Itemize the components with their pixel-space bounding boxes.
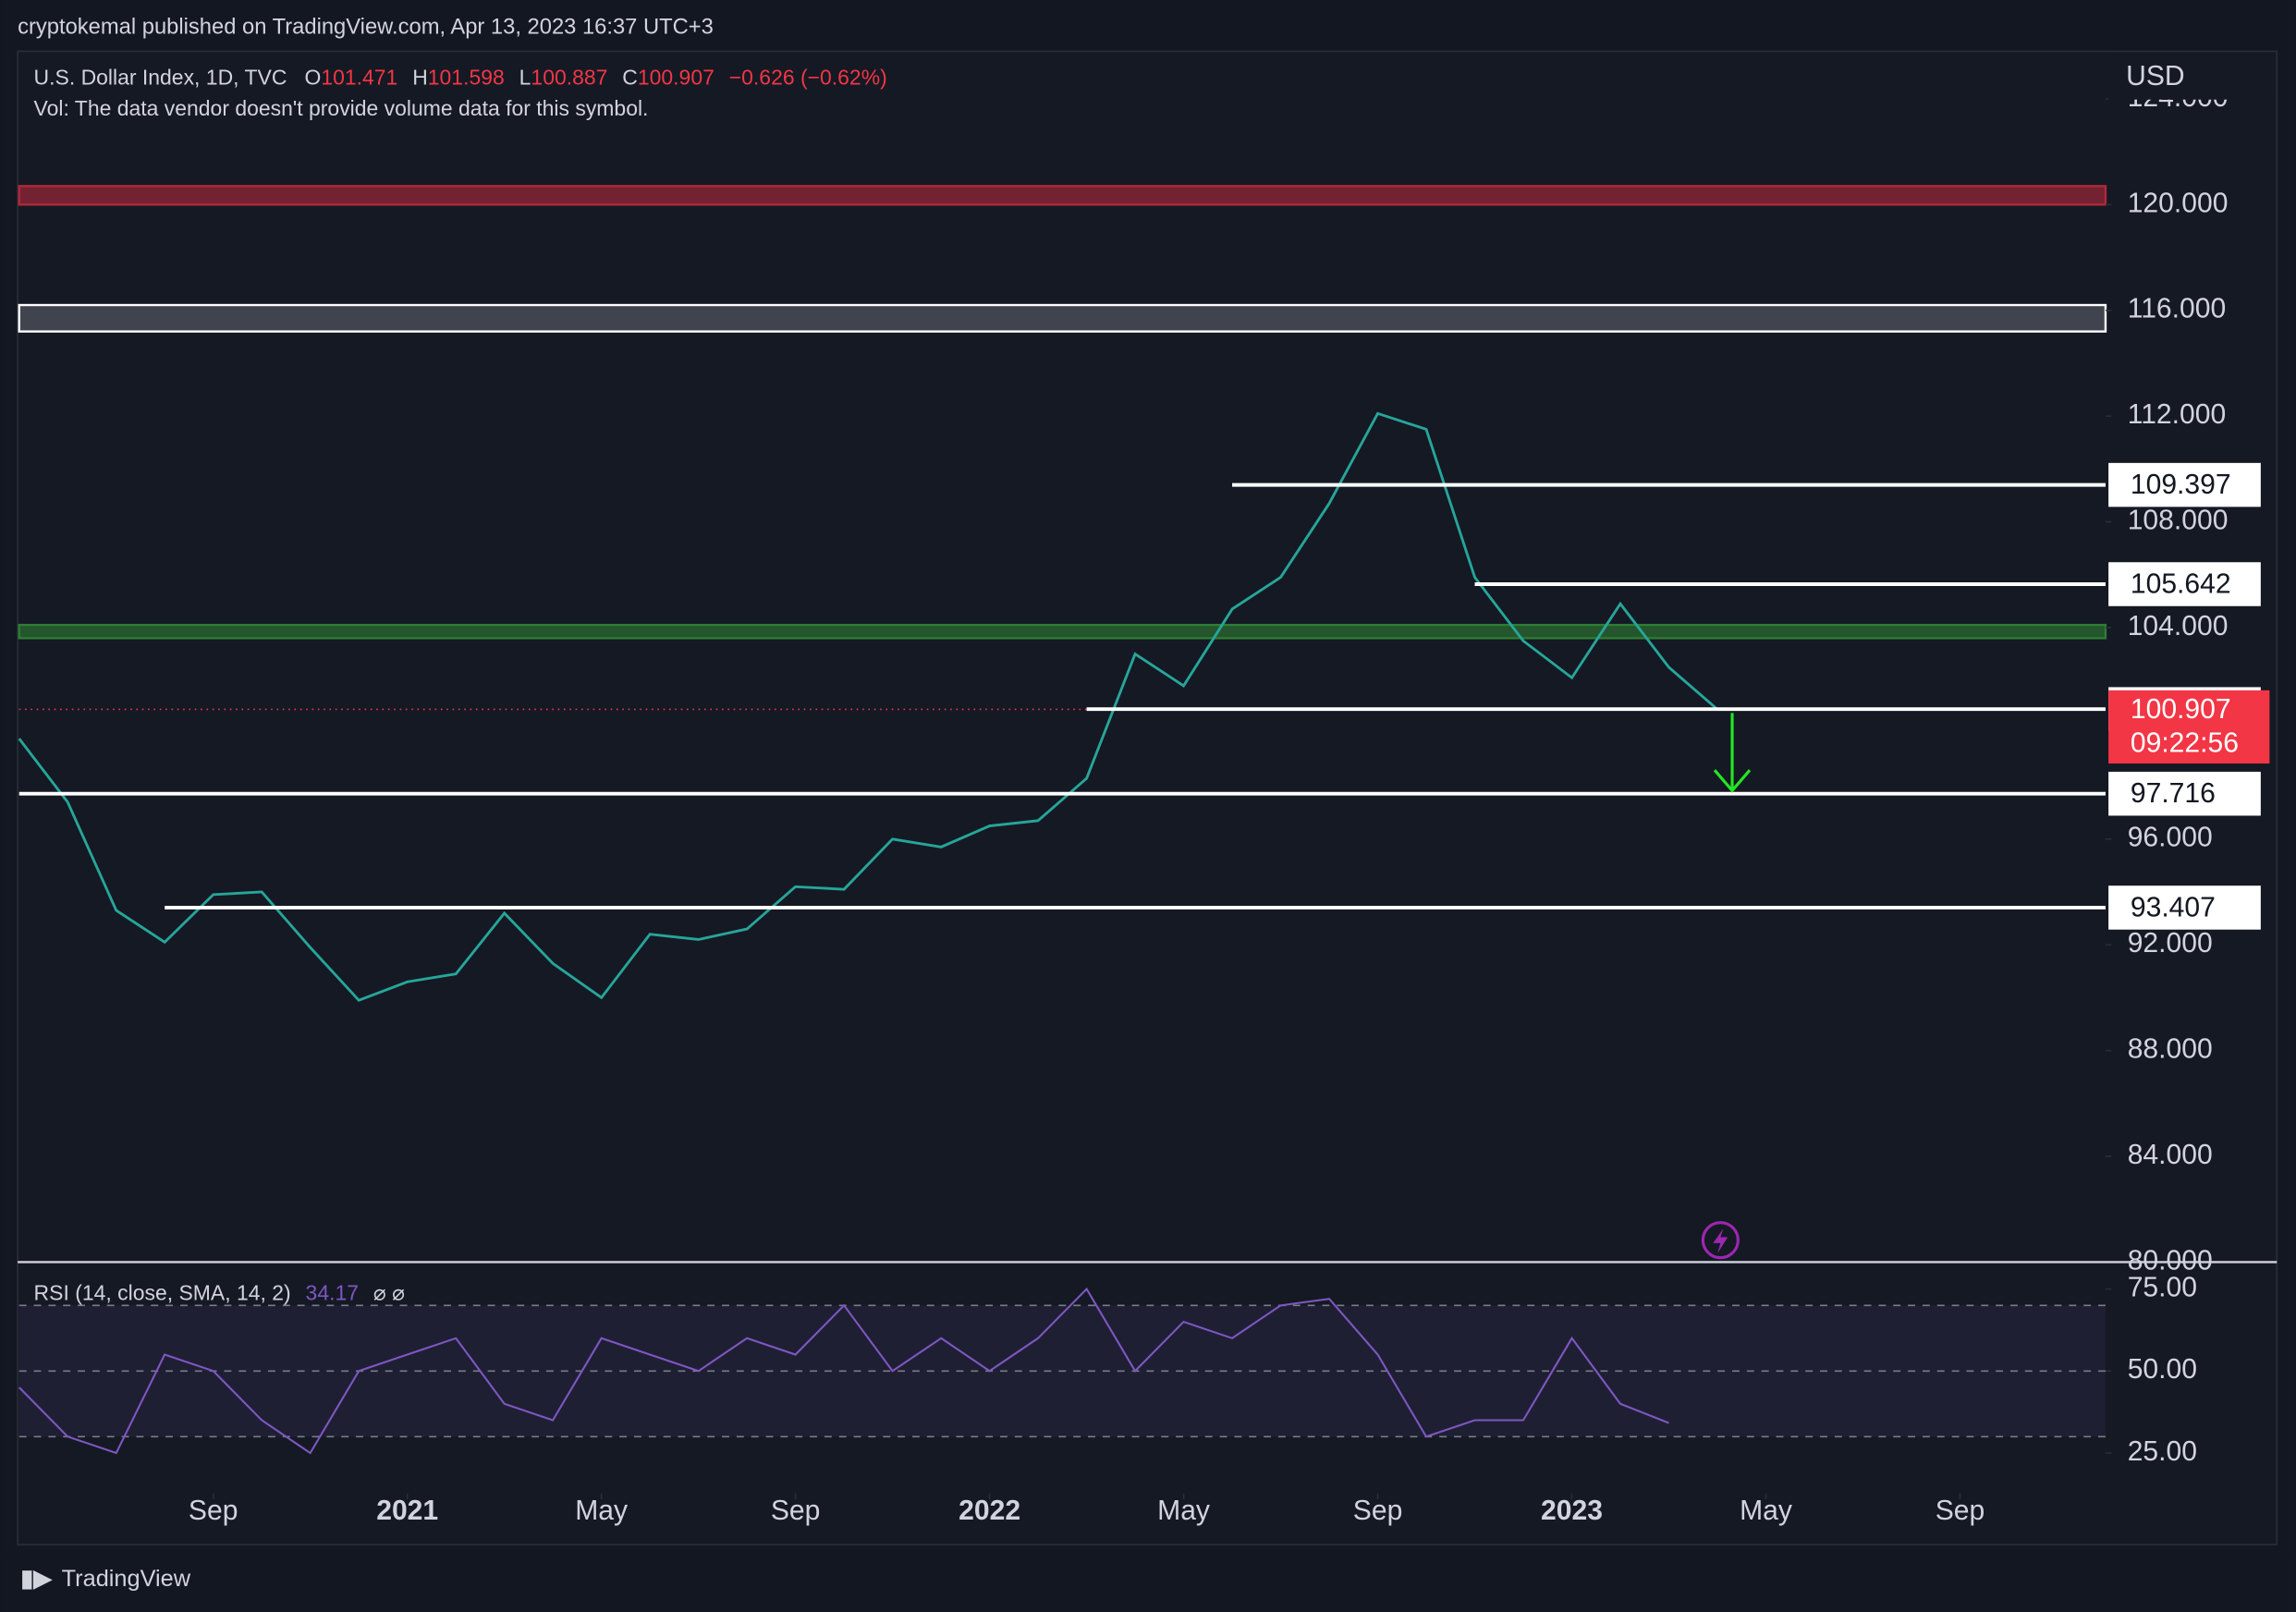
y-tick-label: 120.000 [2128, 188, 2229, 218]
close-label: C [622, 66, 638, 90]
open: 101.471 [321, 66, 397, 90]
zone [18, 623, 2107, 640]
icon-ring [1701, 1221, 1740, 1260]
y-tick-label: 92.000 [2128, 928, 2213, 959]
level-box [2108, 462, 2261, 507]
level-box [2108, 885, 2261, 930]
icon-bolt [1713, 1227, 1728, 1253]
low: 100.887 [531, 66, 607, 90]
unit-label: USD [2126, 61, 2185, 92]
low-label: L [519, 66, 531, 90]
level-box [2108, 771, 2261, 816]
level-label: 109.397 [2131, 470, 2231, 500]
symbol: U.S. Dollar Index, 1D, TVC [34, 66, 287, 90]
y-tick-label: 108.000 [2128, 506, 2229, 536]
y-tick-label: 112.000 [2128, 399, 2227, 430]
rsi-tick-label: 50.00 [2128, 1354, 2197, 1385]
tv-logo: ▮▶ [20, 1566, 53, 1592]
level-label: 93.407 [2131, 892, 2216, 922]
x-tick-label: Sep [189, 1496, 238, 1526]
x-tick-label: Sep [1353, 1496, 1403, 1526]
footer-brand: TradingView [62, 1566, 191, 1592]
unit-backdrop [2108, 55, 2276, 100]
x-tick-label: Sep [1936, 1496, 1985, 1526]
rsi-last: 34.17 [306, 1280, 359, 1304]
price-legend: U.S. Dollar Index, 1D, TVC O101.471 H101… [34, 66, 887, 90]
open-label: O [304, 66, 321, 90]
x-tick-label: 2022 [959, 1496, 1020, 1526]
price-lines [18, 411, 2106, 1455]
target-arrow [1713, 713, 1752, 793]
last-price-box [2108, 690, 2270, 764]
zone [18, 303, 2107, 333]
y-tick-label: 104.000 [2128, 611, 2229, 641]
change: −0.626 (−0.62%) [729, 66, 887, 90]
rsi-tick-label: 25.00 [2128, 1436, 2197, 1467]
x-tick-label: 2023 [1541, 1496, 1603, 1526]
y-tick-label: 80.000 [2128, 1245, 2213, 1276]
chart-frame [17, 50, 2278, 1545]
footer-bar [0, 1552, 2296, 1612]
x-tick-label: Sep [771, 1496, 821, 1526]
last-price-label: 100.907 [2131, 694, 2231, 725]
publisher-line: cryptokemal published on TradingView.com… [18, 14, 714, 39]
x-tick-label: 2021 [376, 1496, 438, 1526]
close: 100.907 [638, 66, 714, 90]
rsi-name: RSI (14, close, SMA, 14, 2) [34, 1280, 291, 1304]
zones [18, 185, 2107, 1438]
rsi-tick-label: 75.00 [2128, 1272, 2197, 1302]
volume-note: Vol: The data vendor doesn't provide vol… [34, 96, 649, 120]
rsi-flags: ⌀ ⌀ [373, 1280, 405, 1304]
y-tick-label: 116.000 [2128, 294, 2227, 324]
level-box [2108, 562, 2261, 606]
rsi-line [18, 1287, 1669, 1455]
rsi-legend: RSI (14, close, SMA, 14, 2) 34.17 ⌀ ⌀ [34, 1280, 406, 1304]
y-tick-label: 84.000 [2128, 1140, 2213, 1170]
arrow-head [1713, 769, 1752, 793]
x-tick-label: May [575, 1496, 628, 1526]
axes: 124.000120.000116.000112.000108.000104.0… [189, 82, 2270, 1526]
countdown: 09:22:56 [2131, 727, 2239, 758]
x-tick-label: May [1740, 1496, 1792, 1526]
level-label: 97.716 [2131, 778, 2216, 809]
x-tick-label: May [1157, 1496, 1210, 1526]
y-tick-label: 88.000 [2128, 1034, 2213, 1065]
y-tick-label: 96.000 [2128, 823, 2213, 853]
alert-icon[interactable] [1701, 1221, 1740, 1260]
high: 101.598 [428, 66, 505, 90]
zone [18, 185, 2107, 206]
high-label: H [412, 66, 428, 90]
level-label: 105.642 [2131, 569, 2231, 600]
price-line [18, 411, 1718, 1002]
